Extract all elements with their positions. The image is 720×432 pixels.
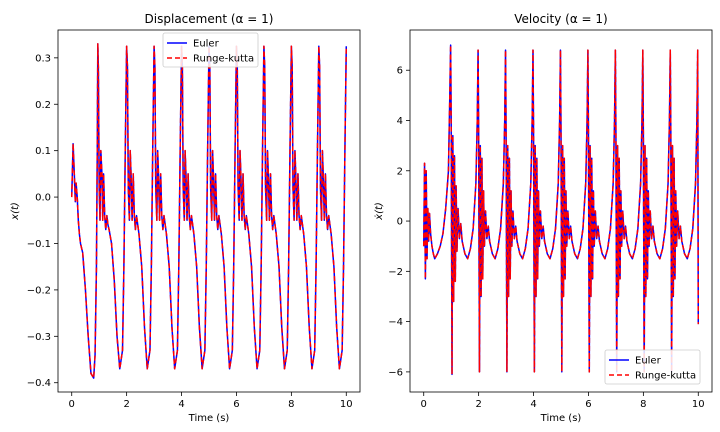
legend-label: Runge-kutta [193,54,254,65]
y-tick-label: 0.1 [35,146,51,157]
series-line-euler [70,43,348,379]
x-axis-label: Time (s) [540,413,582,424]
y-tick-label: 6 [397,66,403,77]
series-line-runge-kutta [422,44,700,376]
y-tick-label: −6 [388,367,403,378]
x-axis-label: Time (s) [188,413,230,424]
series-line-runge-kutta [70,43,348,379]
y-tick-label: 0.2 [35,100,51,111]
y-tick-label: −0.1 [27,239,51,250]
y-tick-label: −0.2 [27,285,51,296]
x-tick-label: 2 [475,399,481,410]
x-tick-label: 0 [69,399,75,410]
x-tick-label: 0 [421,399,427,410]
y-tick-label: −0.4 [27,378,51,389]
x-tick-label: 8 [640,399,646,410]
y-tick-label: 0.3 [35,53,51,64]
x-tick-label: 10 [692,399,705,410]
y-tick-label: 2 [397,166,403,177]
y-tick-label: −4 [388,317,403,328]
chart-title: Velocity (α = 1) [514,12,607,26]
y-tick-label: 0.0 [35,193,51,204]
axes-frame [409,29,713,393]
y-tick-label: 4 [397,116,403,127]
x-tick-label: 4 [530,399,536,410]
legend-label: Euler [193,39,220,50]
y-tick-label: 0 [397,217,403,228]
y-axis-label: x(t) [10,202,21,221]
y-tick-label: −0.3 [27,332,51,343]
legend: Euler Runge-kutta [162,32,259,68]
x-tick-label: 6 [585,399,591,410]
y-tick-label: −2 [388,267,403,278]
x-tick-label: 10 [340,399,353,410]
y-axis-label: ẋ(t) [374,202,385,221]
axes-frame [57,29,361,393]
displacement-panel: Displacement (α = 1) 0 2 4 6 8 10 −0.4 −0.3 −0.2 −… [10,12,361,424]
x-tick-label: 8 [288,399,294,410]
x-tick-label: 4 [178,399,184,410]
legend-label: Euler [635,356,662,367]
x-tick-label: 2 [123,399,129,410]
x-tick-label: 6 [233,399,239,410]
chart-title: Displacement (α = 1) [145,12,274,26]
legend-label: Runge-kutta [635,371,696,382]
legend: Euler Runge-kutta [604,349,701,385]
